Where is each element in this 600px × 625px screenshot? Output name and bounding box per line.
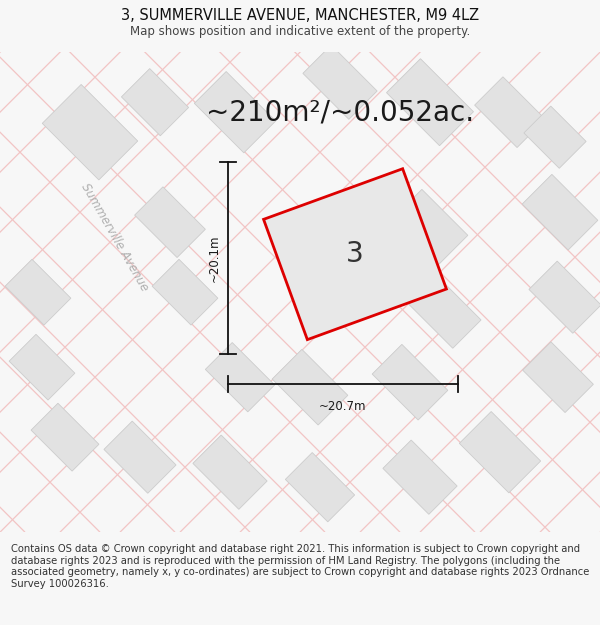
Polygon shape xyxy=(392,189,468,265)
Polygon shape xyxy=(193,435,267,509)
Polygon shape xyxy=(383,440,457,514)
Text: ~210m²/~0.052ac.: ~210m²/~0.052ac. xyxy=(206,98,474,126)
Text: ~20.7m: ~20.7m xyxy=(319,400,367,412)
Polygon shape xyxy=(9,334,75,400)
Polygon shape xyxy=(194,71,275,153)
Text: 3, SUMMERVILLE AVENUE, MANCHESTER, M9 4LZ: 3, SUMMERVILLE AVENUE, MANCHESTER, M9 4L… xyxy=(121,8,479,23)
Polygon shape xyxy=(286,452,355,522)
Polygon shape xyxy=(31,403,99,471)
Polygon shape xyxy=(104,421,176,493)
Text: ~20.1m: ~20.1m xyxy=(208,234,221,282)
Polygon shape xyxy=(523,342,593,412)
Text: Contains OS data © Crown copyright and database right 2021. This information is : Contains OS data © Crown copyright and d… xyxy=(11,544,589,589)
Polygon shape xyxy=(475,77,545,148)
Polygon shape xyxy=(409,276,481,348)
Polygon shape xyxy=(524,106,586,168)
Polygon shape xyxy=(460,411,541,493)
Polygon shape xyxy=(152,259,218,325)
Polygon shape xyxy=(522,174,598,250)
Text: Map shows position and indicative extent of the property.: Map shows position and indicative extent… xyxy=(130,25,470,38)
Polygon shape xyxy=(5,259,71,325)
Polygon shape xyxy=(134,187,205,258)
Polygon shape xyxy=(529,261,600,333)
Polygon shape xyxy=(205,342,275,412)
Polygon shape xyxy=(303,45,377,119)
Polygon shape xyxy=(372,344,448,420)
Text: 3: 3 xyxy=(346,240,364,268)
Polygon shape xyxy=(386,59,473,146)
Polygon shape xyxy=(263,169,446,339)
Polygon shape xyxy=(272,349,348,425)
Polygon shape xyxy=(121,69,188,136)
Text: Summerville Avenue: Summerville Avenue xyxy=(79,181,151,293)
Polygon shape xyxy=(42,84,138,180)
